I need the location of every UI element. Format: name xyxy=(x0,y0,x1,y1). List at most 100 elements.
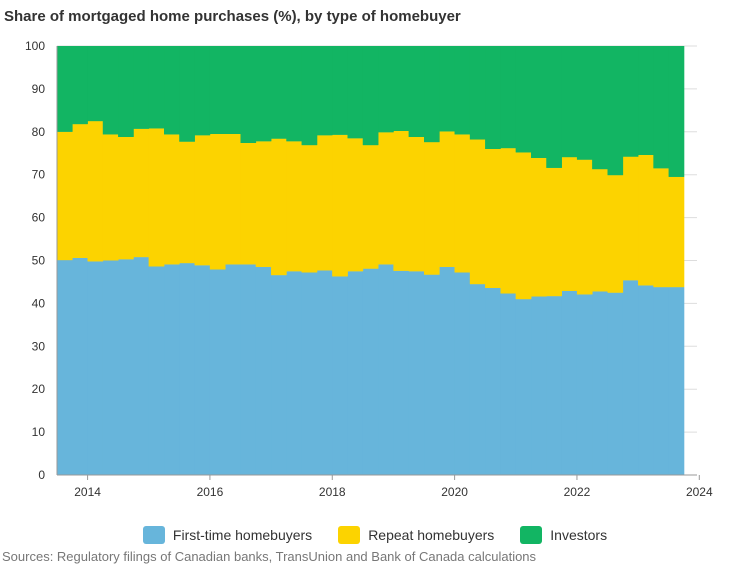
legend-item[interactable]: First-time homebuyers xyxy=(142,526,313,544)
data-step xyxy=(148,128,165,267)
data-step xyxy=(638,285,654,475)
data-step xyxy=(607,292,624,475)
data-step xyxy=(393,46,410,131)
data-step xyxy=(500,148,517,294)
stacked-area-chart: 0 10 20 30 40 50 60 70 80 90 100 2014 2016 2018 2020 20… xyxy=(25,39,713,499)
data-step xyxy=(133,257,150,475)
data-step xyxy=(179,141,195,264)
legend-item[interactable]: Repeat homebuyers xyxy=(338,526,494,544)
data-step xyxy=(607,46,624,176)
data-step xyxy=(87,261,104,475)
data-step xyxy=(515,46,532,153)
data-step xyxy=(469,139,486,285)
data-step xyxy=(653,46,670,169)
data-step xyxy=(378,46,394,133)
y-tick-label: 30 xyxy=(32,339,46,353)
data-step xyxy=(316,270,333,475)
data-step xyxy=(347,271,364,475)
data-step xyxy=(209,269,226,475)
data-step xyxy=(546,167,562,297)
legend-item[interactable]: Investors xyxy=(520,526,607,544)
data-step xyxy=(240,46,257,143)
data-step xyxy=(408,271,425,475)
data-step xyxy=(500,46,517,149)
data-step xyxy=(148,266,165,475)
data-step xyxy=(362,46,379,146)
data-step xyxy=(72,124,88,258)
data-step xyxy=(240,264,257,475)
data-step xyxy=(179,263,195,475)
data-step xyxy=(668,176,685,288)
data-step xyxy=(332,134,348,277)
data-step xyxy=(500,293,517,475)
y-tick-label: 70 xyxy=(32,168,46,182)
data-step xyxy=(515,152,532,300)
data-step xyxy=(408,136,425,272)
data-step xyxy=(255,46,272,142)
data-step xyxy=(87,46,104,122)
data-step xyxy=(301,46,318,146)
data-step xyxy=(485,148,501,288)
data-step xyxy=(148,46,165,129)
x-tick-label: 2014 xyxy=(74,485,101,499)
data-step xyxy=(133,46,150,129)
data-step xyxy=(286,271,302,475)
data-step xyxy=(347,138,364,272)
data-step xyxy=(194,46,211,136)
data-step xyxy=(393,270,410,475)
x-tick-label: 2020 xyxy=(441,485,468,499)
data-step xyxy=(424,142,440,275)
data-step xyxy=(454,272,471,475)
data-step xyxy=(546,46,562,168)
data-step xyxy=(362,145,379,269)
data-step xyxy=(347,46,364,139)
data-step xyxy=(638,46,654,155)
y-tick-label: 60 xyxy=(32,211,46,225)
data-step xyxy=(118,259,134,475)
data-step xyxy=(561,46,578,158)
data-step xyxy=(255,141,272,267)
data-step xyxy=(622,156,639,281)
data-step xyxy=(469,284,486,475)
data-step xyxy=(485,287,501,475)
data-step xyxy=(485,46,501,149)
data-step xyxy=(209,133,226,270)
data-step xyxy=(454,134,471,273)
data-step xyxy=(576,159,593,295)
data-step xyxy=(638,154,654,286)
data-step xyxy=(240,142,257,265)
data-step xyxy=(332,276,348,475)
data-step xyxy=(424,46,440,143)
data-step xyxy=(164,46,180,135)
legend: First-time homebuyers Repeat homebuyers In… xyxy=(0,526,750,544)
sources-note: Sources: Regulatory filings of Canadian … xyxy=(2,549,537,564)
y-tick-label: 40 xyxy=(32,296,46,310)
data-step xyxy=(653,287,670,475)
data-step xyxy=(286,141,302,272)
data-step xyxy=(607,175,624,293)
data-step xyxy=(332,46,348,135)
data-step xyxy=(164,134,180,265)
data-step xyxy=(57,46,73,132)
data-step xyxy=(194,135,211,266)
data-step xyxy=(408,46,425,137)
x-tick-label: 2022 xyxy=(564,485,591,499)
y-tick-label: 10 xyxy=(32,425,46,439)
legend-label: First-time homebuyers xyxy=(172,527,313,543)
data-step xyxy=(393,130,410,271)
data-step xyxy=(592,291,608,475)
data-step xyxy=(531,46,547,158)
data-step xyxy=(301,145,318,273)
data-step xyxy=(118,46,134,137)
data-step xyxy=(255,266,272,475)
data-step xyxy=(179,46,195,142)
data-step xyxy=(72,257,88,475)
data-step xyxy=(469,46,486,140)
data-step xyxy=(225,264,241,475)
data-step xyxy=(561,157,578,291)
chart-title: Share of mortgaged home purchases (%), b… xyxy=(4,8,461,25)
data-step xyxy=(576,294,593,475)
data-step xyxy=(454,46,471,135)
x-tick-label: 2018 xyxy=(319,485,346,499)
x-tick-label: 2016 xyxy=(197,485,224,499)
